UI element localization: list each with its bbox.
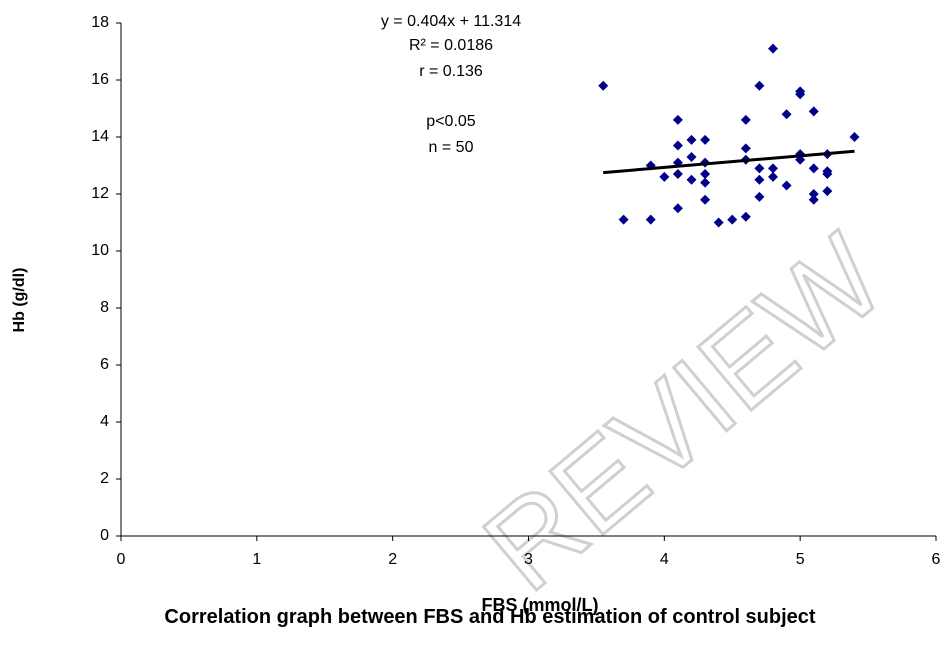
point xyxy=(808,163,819,174)
point xyxy=(754,174,765,185)
annotation: R² = 0.0186 xyxy=(409,37,493,54)
point xyxy=(754,163,765,174)
point xyxy=(768,43,778,54)
point xyxy=(686,134,697,145)
x-tick-label: 3 xyxy=(524,551,533,568)
point xyxy=(808,194,819,205)
point xyxy=(686,174,697,185)
x-tick-label: 1 xyxy=(252,551,261,568)
y-tick-label: 8 xyxy=(100,299,109,316)
y-axis-label: Hb (g/dl) xyxy=(11,268,28,333)
y-tick-label: 16 xyxy=(91,71,109,88)
point xyxy=(672,169,683,180)
y-tick-label: 0 xyxy=(100,527,109,544)
annotation: n = 50 xyxy=(429,139,474,156)
trendline xyxy=(603,149,855,175)
x-tick-label: 0 xyxy=(117,551,126,568)
point xyxy=(700,194,711,205)
y-tick-label: 18 xyxy=(91,14,109,31)
point xyxy=(754,80,765,91)
x-tick-label: 5 xyxy=(796,551,805,568)
point xyxy=(768,171,778,182)
point xyxy=(686,151,697,162)
point xyxy=(700,177,711,188)
point xyxy=(808,106,819,117)
point xyxy=(727,214,738,225)
y-tick-label: 12 xyxy=(91,185,109,202)
x-tick-label: 6 xyxy=(932,551,941,568)
point xyxy=(781,180,792,191)
point xyxy=(795,89,806,100)
y-tick-label: 4 xyxy=(100,413,109,430)
y-tick-label: 10 xyxy=(91,242,109,259)
annotation: p<0.05 xyxy=(426,113,475,130)
x-tick-label: 2 xyxy=(388,551,397,568)
x-tick-label: 4 xyxy=(660,551,669,568)
point xyxy=(808,189,819,199)
point xyxy=(768,163,778,174)
point xyxy=(700,169,711,180)
point xyxy=(645,214,656,225)
point xyxy=(672,203,683,214)
point xyxy=(598,80,609,91)
point xyxy=(700,134,711,145)
chart-title: Correlation graph between FBS and Hb est… xyxy=(164,606,816,628)
point xyxy=(740,114,751,125)
point xyxy=(822,169,833,180)
x-axis-label: FBS (mmol/L) xyxy=(482,595,599,615)
point xyxy=(618,214,629,225)
point xyxy=(659,171,670,182)
point xyxy=(740,143,751,154)
y-tick-label: 6 xyxy=(100,356,109,373)
annotation: r = 0.136 xyxy=(419,63,483,80)
y-tick-label: 14 xyxy=(91,128,109,145)
point xyxy=(822,186,833,197)
point xyxy=(740,211,751,222)
point xyxy=(849,132,860,142)
point xyxy=(672,140,683,151)
point xyxy=(713,217,724,228)
point xyxy=(754,191,765,202)
annotation: y = 0.404x + 11.314 xyxy=(381,13,521,30)
y-tick-label: 2 xyxy=(100,470,109,487)
point xyxy=(781,109,792,120)
point xyxy=(672,114,683,125)
